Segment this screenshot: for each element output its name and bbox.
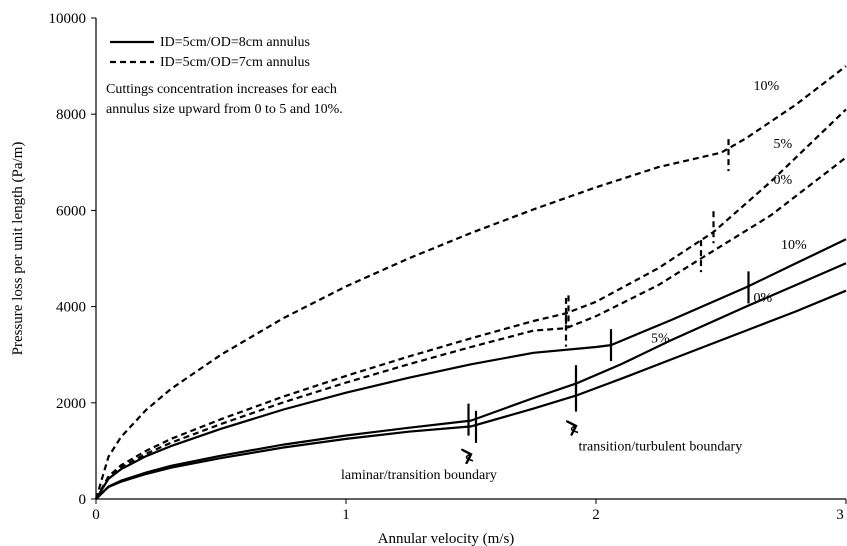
x-tick-label: 3 bbox=[836, 507, 844, 523]
y-tick-label: 4000 bbox=[56, 300, 86, 316]
curve-label: 10% bbox=[754, 79, 780, 94]
x-tick-label: 0 bbox=[92, 507, 100, 523]
legend-label: ID=5cm/OD=7cm annulus bbox=[160, 55, 310, 70]
axes: 0 1 2 3 0 2000 4000 6000 8000 10000 Annular veloci… bbox=[10, 11, 847, 546]
x-tick-label: 1 bbox=[342, 507, 350, 523]
legend: ID=5cm/OD=8cm annulus ID=5cm/OD=7cm annul… bbox=[106, 35, 343, 117]
y-axis-title: Pressure loss per unit length (Pa/m) bbox=[10, 142, 26, 356]
curve-labels: 10% 5% 0% 10% 5% 0% bbox=[651, 79, 807, 347]
x-tick-label: 2 bbox=[592, 507, 600, 523]
legend-label: ID=5cm/OD=8cm annulus bbox=[160, 35, 310, 50]
y-tick-label: 8000 bbox=[56, 107, 86, 123]
series-line-od-8cm-10pct bbox=[95, 238, 847, 500]
curve-label: 0% bbox=[774, 173, 793, 188]
y-tick-label: 2000 bbox=[56, 396, 86, 412]
annotation-label: transition/turbulent boundary bbox=[579, 439, 743, 454]
series-layer bbox=[94, 65, 847, 500]
legend-note-line: Cuttings concentration increases for eac… bbox=[106, 82, 337, 97]
annotation-arrow bbox=[466, 454, 474, 461]
x-axis-title: Annular velocity (m/s) bbox=[378, 531, 515, 546]
series-line-od-7cm-10pct bbox=[94, 65, 847, 500]
annotation-label: laminar/transition boundary bbox=[341, 468, 497, 483]
series-line-od-8cm-0pct bbox=[95, 289, 847, 500]
series-line-od-7cm-5pct bbox=[95, 108, 847, 500]
curve-label: 5% bbox=[774, 137, 793, 152]
annotations: laminar/transition boundary transition/tu… bbox=[341, 426, 742, 483]
curve-label: 0% bbox=[754, 291, 773, 306]
curve-label: 5% bbox=[651, 332, 670, 347]
curve-label: 10% bbox=[781, 238, 807, 253]
boundary-markers bbox=[467, 139, 750, 443]
annotation-arrow bbox=[571, 426, 579, 433]
series-line-od-8cm-5pct bbox=[95, 262, 847, 500]
y-tick-label: 10000 bbox=[49, 11, 87, 27]
y-tick-label: 6000 bbox=[56, 203, 86, 219]
legend-note-line: annulus size upward from 0 to 5 and 10%. bbox=[106, 102, 343, 117]
y-tick-label: 0 bbox=[79, 492, 87, 508]
